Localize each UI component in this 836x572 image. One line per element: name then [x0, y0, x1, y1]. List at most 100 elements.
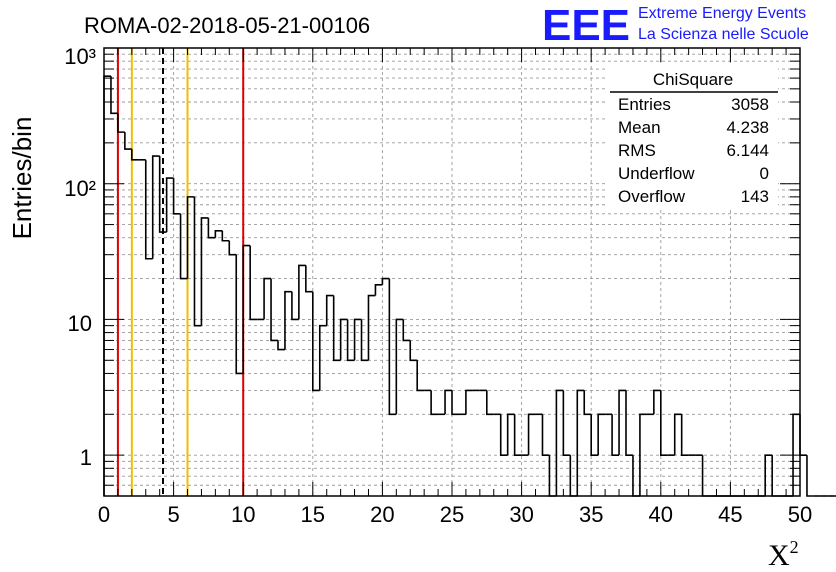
- histogram-bin: [499, 414, 508, 456]
- histogram-bin: [221, 230, 230, 242]
- histogram-bin: [799, 414, 807, 456]
- histogram-bin: [144, 159, 153, 260]
- x-tick-label: 35: [579, 502, 603, 527]
- stats-value-mean: 4.238: [726, 118, 769, 137]
- histogram-bin: [131, 149, 139, 161]
- histogram-bin: [506, 413, 515, 456]
- histogram-bin: [562, 390, 571, 456]
- histogram-bin: [193, 196, 202, 327]
- eee-logo-line1: Extreme Energy Events: [638, 5, 806, 22]
- histogram-bin: [618, 389, 626, 456]
- histogram-bin: [576, 389, 585, 496]
- x-tick-labels: 0 5 10 15 20 25 30 35 40 45 50: [98, 502, 812, 527]
- histogram-bin: [541, 414, 550, 456]
- x-tick-label: 50: [788, 502, 812, 527]
- x-axis-label-sup: 2: [790, 537, 799, 557]
- stats-title: ChiSquare: [653, 70, 733, 89]
- histogram-bin: [186, 196, 195, 279]
- histogram-bin: [653, 389, 661, 415]
- histogram-bin: [110, 76, 118, 115]
- histogram-bin: [103, 75, 111, 496]
- histogram-bin: [339, 318, 348, 361]
- eee-logo-mark: EEE: [542, 1, 630, 50]
- y-tick-labels: 1 10 10² 10³: [64, 44, 96, 470]
- histogram-bin: [639, 413, 647, 496]
- stats-label-underflow: Underflow: [618, 164, 695, 183]
- histogram-bin: [409, 340, 418, 362]
- x-tick-label: 10: [231, 502, 255, 527]
- histogram-bin: [318, 324, 327, 391]
- axis-ticks: [103, 48, 801, 497]
- stats-label-mean: Mean: [618, 118, 661, 137]
- x-tick-label: 0: [98, 502, 110, 527]
- x-tick-label: 45: [718, 502, 742, 527]
- histogram-bin: [527, 413, 536, 456]
- stats-label-overflow: Overflow: [618, 187, 686, 206]
- histogram-bin: [416, 360, 425, 392]
- histogram-bin: [465, 389, 473, 415]
- histogram-bin: [486, 390, 494, 416]
- histogram-bin: [353, 318, 362, 361]
- histogram-bin: [305, 265, 313, 293]
- histogram-bin: [332, 295, 341, 362]
- histogram-bin: [597, 413, 606, 456]
- x-tick-label: 20: [370, 502, 394, 527]
- x-tick-label: 5: [167, 502, 179, 527]
- stats-value-overflow: 143: [741, 187, 769, 206]
- histogram-bin: [583, 390, 592, 416]
- histogram-bin: [660, 390, 668, 456]
- histogram-bin: [249, 245, 258, 321]
- x-tick-label: 30: [509, 502, 533, 527]
- histogram-bin: [207, 217, 216, 239]
- histogram-bin: [235, 254, 244, 375]
- histogram-bin: [402, 319, 411, 342]
- histogram-bin: [374, 283, 383, 296]
- histogram-bin: [291, 291, 299, 321]
- histogram-bin: [360, 319, 369, 362]
- histogram-bin: [346, 319, 355, 362]
- stats-value-rms: 6.144: [726, 141, 769, 160]
- histogram-bin: [325, 294, 334, 326]
- histogram-bin: [451, 390, 459, 416]
- histogram-bin: [764, 454, 773, 496]
- x-axis-label-main: X: [768, 539, 790, 572]
- stats-value-underflow: 0: [760, 164, 769, 183]
- histogram-bin: [388, 278, 397, 416]
- histogram-bin: [270, 278, 278, 342]
- histogram-bin: [381, 277, 390, 285]
- stats-box: ChiSquare Entries 3058 Mean 4.238 RMS 6.…: [608, 66, 778, 210]
- histogram-bin: [611, 414, 620, 456]
- histogram-bin: [151, 155, 160, 259]
- x-tick-label: 15: [301, 502, 325, 527]
- stats-label-entries: Entries: [618, 95, 671, 114]
- histogram-bin: [395, 318, 404, 415]
- stats-value-entries: 3058: [731, 95, 769, 114]
- y-tick-label: 10²: [64, 176, 96, 201]
- y-tick-label: 1: [80, 445, 92, 470]
- y-tick-label: 10³: [64, 44, 96, 69]
- x-axis-label: X2: [768, 537, 799, 572]
- eee-logo-line2: La Scienza nelle Scuole: [638, 26, 809, 43]
- histogram-bin: [284, 290, 292, 350]
- chart-title: ROMA-02-2018-05-21-00106: [84, 13, 370, 38]
- histogram-bin: [590, 414, 599, 456]
- histogram-bin: [117, 113, 125, 133]
- histogram-bin: [242, 244, 251, 374]
- histogram-bin: [200, 217, 209, 326]
- histogram-bin: [277, 340, 285, 351]
- histogram-bin: [367, 294, 376, 361]
- y-tick-label: 10: [68, 311, 92, 336]
- histogram-bin: [444, 389, 452, 415]
- histogram-bin: [172, 178, 181, 215]
- x-tick-label: 25: [440, 502, 464, 527]
- histogram-bin: [165, 177, 174, 233]
- histogram-bin: [214, 229, 223, 238]
- histogram-bin: [263, 277, 272, 320]
- x-tick-label: 40: [649, 502, 673, 527]
- histogram-bin: [312, 291, 320, 392]
- histogram-bin: [625, 390, 633, 456]
- histogram-bin: [179, 213, 188, 280]
- histogram-bin: [430, 390, 439, 416]
- histogram-bin: [680, 414, 689, 456]
